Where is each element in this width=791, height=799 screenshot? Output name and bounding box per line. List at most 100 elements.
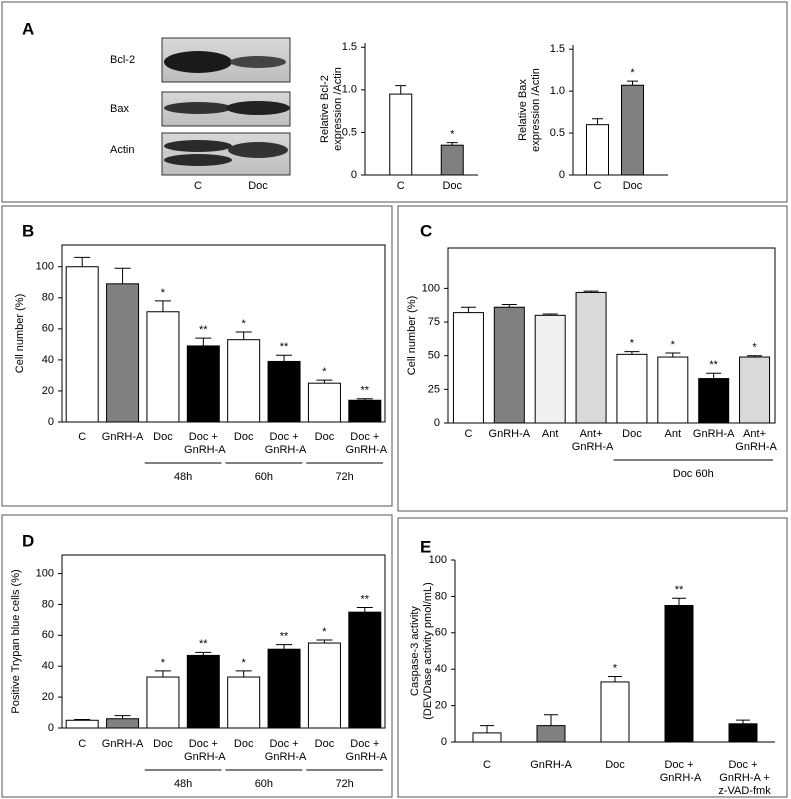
significance-mark: *: [630, 338, 635, 350]
blot-band: [164, 102, 232, 114]
group-label: Doc 60h: [673, 468, 714, 480]
y-tick-label: 1.0: [342, 84, 357, 96]
x-tick-label: C: [483, 759, 491, 771]
y-tick-label: 100: [36, 567, 54, 579]
x-tick-label: C: [78, 431, 86, 443]
bar: [106, 718, 140, 729]
error-bar: [114, 715, 131, 719]
group-label: 60h: [255, 778, 273, 790]
panel-frame: [397, 517, 788, 798]
x-tick-label: GnRH-A: [489, 428, 531, 440]
y-tick-label: 100: [422, 282, 440, 294]
blot-row-label: Bax: [110, 103, 129, 115]
plot-frame: [61, 554, 386, 729]
bar: [307, 642, 341, 729]
significance-mark: *: [752, 342, 757, 354]
x-tick-label: Doc + GnRH-A: [343, 431, 388, 456]
y-tick-label: 80: [435, 590, 447, 602]
panel-letter: C: [420, 221, 432, 240]
x-tick-label: Doc: [605, 759, 625, 771]
y-tick-label: 0: [48, 722, 54, 734]
bar: [307, 382, 341, 423]
bar: [65, 266, 99, 423]
error-bar: [276, 354, 293, 362]
error-bar: [276, 644, 293, 650]
x-tick-label: Ant: [542, 428, 559, 440]
blot: [161, 37, 291, 176]
plot-frame: [447, 247, 776, 424]
x-tick-label: C: [78, 738, 86, 750]
significance-mark: **: [675, 584, 684, 596]
bar: [452, 312, 484, 424]
error-bar: [154, 300, 171, 312]
bar: [493, 306, 525, 424]
y-tick-label: 75: [428, 316, 440, 328]
y-tick-label: 0.5: [342, 126, 357, 138]
y-tick-label: 60: [42, 323, 54, 335]
group-label: 72h: [335, 778, 353, 790]
x-tick-label: Ant: [665, 428, 682, 440]
y-axis-title: Caspase-3 activity: [409, 606, 421, 696]
bar: [621, 84, 644, 176]
significance-mark: *: [450, 129, 455, 141]
x-tick-label: Doc: [315, 431, 335, 443]
x-tick-label: Doc + GnRH-A: [262, 738, 307, 763]
x-tick-label: Doc: [315, 738, 335, 750]
y-tick-label: 60: [42, 629, 54, 641]
plot-frame: [61, 244, 386, 423]
y-tick-label: 20: [42, 385, 54, 397]
bar: [586, 124, 609, 176]
y-tick-label: 1.5: [342, 41, 357, 53]
error-bar: [627, 80, 638, 86]
y-tick-label: 0: [559, 169, 565, 181]
y-axis-title: Relative Bax: [517, 79, 529, 141]
y-tick-label: 100: [429, 554, 447, 566]
error-bar: [665, 352, 681, 358]
y-axis-title: expression /Actin: [332, 67, 344, 151]
y-axis-title: Positive Trypan blue cells (%): [10, 569, 22, 713]
bar: [440, 144, 464, 176]
significance-mark: *: [161, 657, 166, 669]
bar: [186, 345, 220, 423]
bar: [389, 93, 413, 176]
error-bar: [480, 725, 494, 733]
bar: [106, 283, 140, 423]
x-tick-label: Doc + GnRH-A: [181, 738, 226, 763]
bar: [616, 353, 648, 424]
x-tick-label: Doc: [623, 180, 643, 192]
significance-mark: *: [613, 662, 618, 674]
y-tick-label: 1.5: [550, 43, 565, 55]
significance-mark: **: [280, 341, 289, 353]
panel-frame: [1, 1, 788, 203]
x-tick-label: Ant+ GnRH-A: [569, 428, 614, 453]
y-tick-label: 40: [42, 354, 54, 366]
x-tick-label: GnRH-A: [102, 738, 144, 750]
x-tick-label: Doc + GnRH-A + z-VAD-fmk: [715, 759, 771, 797]
panel-letter: D: [22, 531, 34, 550]
panel-letter: A: [22, 19, 34, 38]
error-bar: [114, 267, 131, 284]
error-bar: [316, 639, 333, 644]
error-bar: [235, 331, 252, 340]
error-bar: [672, 597, 686, 606]
significance-mark: **: [199, 324, 208, 336]
significance-mark: **: [280, 630, 289, 642]
panel-letter: E: [420, 537, 431, 556]
y-tick-label: 20: [42, 691, 54, 703]
error-bar: [592, 118, 603, 125]
significance-mark: *: [630, 67, 635, 79]
y-tick-label: 60: [435, 627, 447, 639]
bar: [348, 611, 382, 729]
bar: [534, 314, 566, 424]
bar: [348, 399, 382, 423]
x-tick-label: GnRH-A: [530, 759, 572, 771]
y-tick-label: 20: [435, 700, 447, 712]
x-tick-label: C: [464, 428, 472, 440]
bar: [472, 732, 502, 743]
error-bar: [235, 670, 252, 678]
blot-band: [164, 140, 232, 152]
y-tick-label: 80: [42, 598, 54, 610]
panel-frame: [397, 205, 788, 512]
bar: [227, 339, 261, 423]
